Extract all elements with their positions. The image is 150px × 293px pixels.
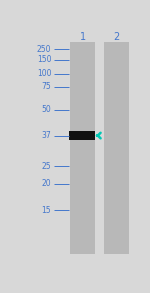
Text: 15: 15	[42, 205, 51, 214]
Bar	[69, 131, 95, 140]
Text: 25: 25	[42, 162, 51, 171]
Text: 37: 37	[42, 131, 51, 140]
Bar	[70, 42, 96, 254]
Text: 100: 100	[37, 69, 51, 79]
Text: 1: 1	[80, 32, 86, 42]
Text: 20: 20	[42, 179, 51, 188]
Text: 50: 50	[42, 105, 51, 114]
Bar	[104, 42, 129, 254]
Text: 250: 250	[37, 45, 51, 54]
Text: 150: 150	[37, 55, 51, 64]
Text: 75: 75	[42, 82, 51, 91]
Text: 2: 2	[113, 32, 120, 42]
